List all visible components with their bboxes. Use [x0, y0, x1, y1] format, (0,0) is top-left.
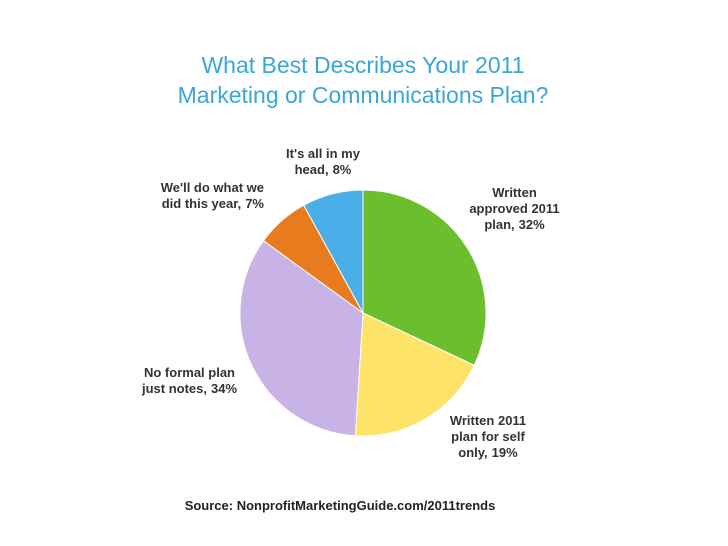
value-label: 7%: [245, 196, 264, 211]
pie-slice: [354, 312, 475, 437]
category-label: Written 2011 plan for self only,: [449, 413, 527, 460]
category-label: We'll do what we did this year,: [160, 180, 264, 211]
slice-label: Written 2011 plan for self only, 19%: [438, 413, 538, 461]
value-label: 34%: [210, 381, 238, 396]
value-label: 8%: [332, 162, 352, 177]
category-label: Written approved 2011 plan,: [469, 185, 560, 232]
value-label: 19%: [491, 445, 518, 460]
slice-label: No formal plan just notes, 34%: [132, 365, 247, 397]
category-label: No formal plan just notes,: [141, 365, 235, 396]
chart-title: What Best Describes Your 2011 Marketing …: [177, 52, 549, 108]
slice-label: Written approved 2011 plan, 32%: [462, 185, 567, 233]
slice-label: We'll do what we did this year, 7%: [160, 180, 264, 212]
pie-slice: [239, 240, 364, 437]
source: Source: NonprofitMarketingGuide.com/2011…: [184, 498, 496, 513]
category-label: It's all in my head,: [286, 146, 360, 177]
slice-label: It's all in my head, 8%: [268, 146, 378, 178]
pie-slice: [303, 189, 364, 314]
value-label: 32%: [518, 217, 545, 232]
pie-slice: [362, 189, 487, 367]
